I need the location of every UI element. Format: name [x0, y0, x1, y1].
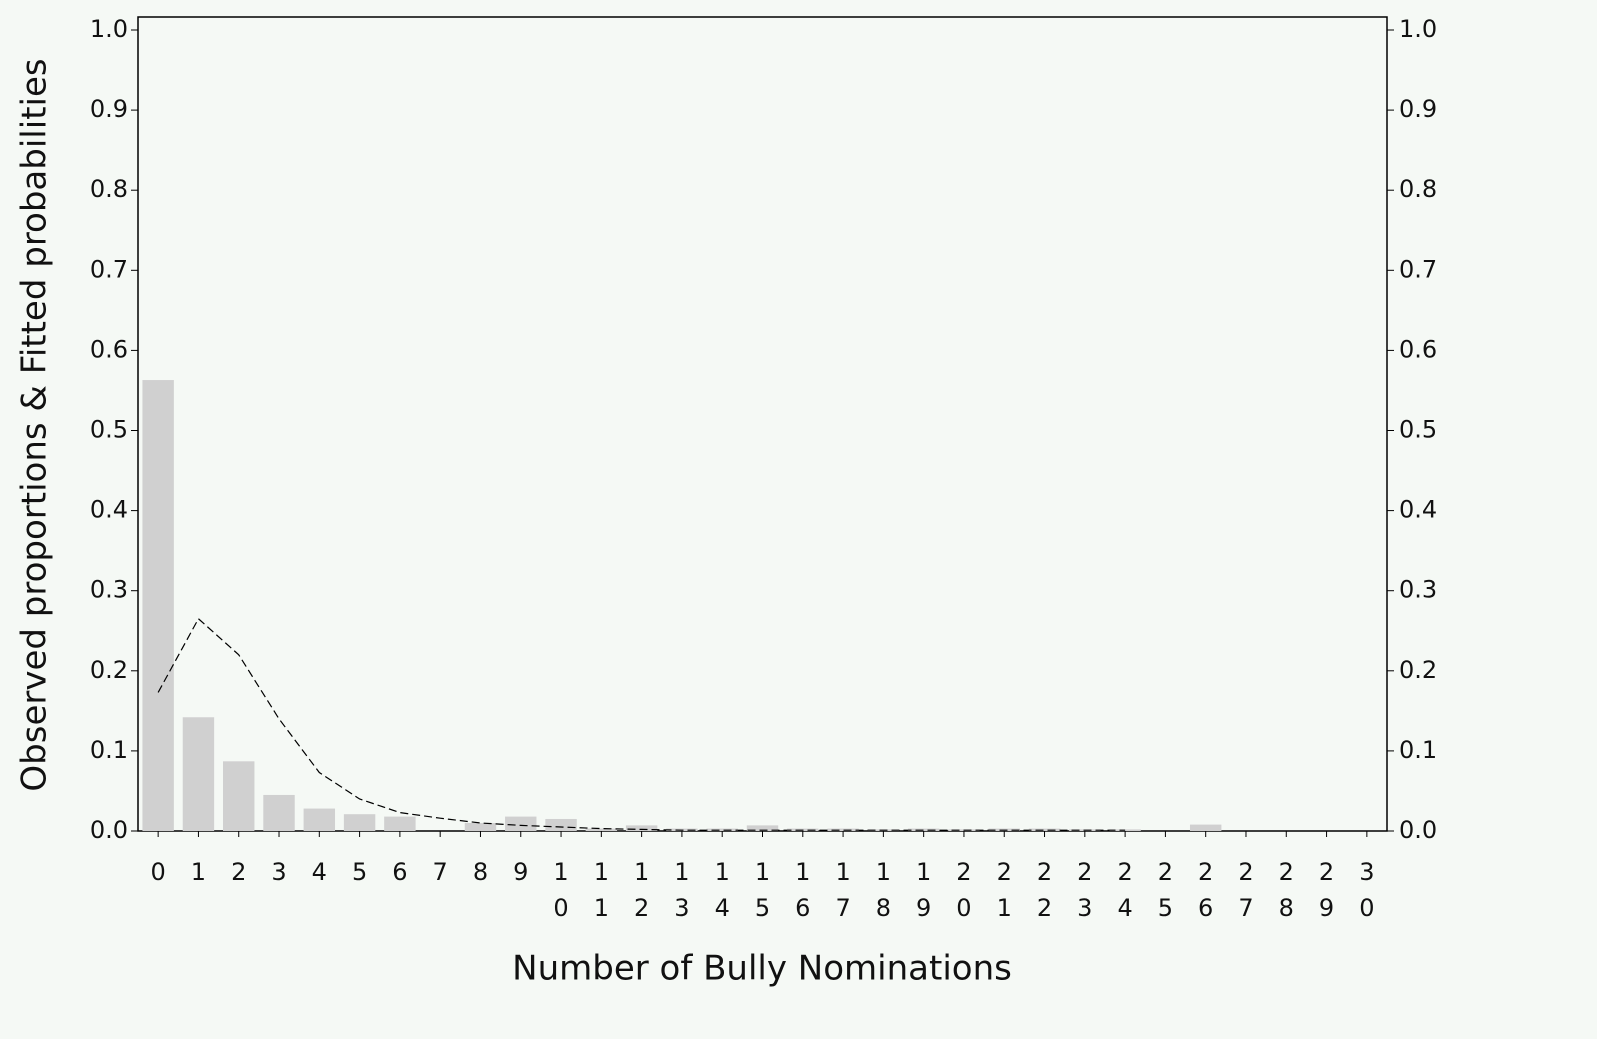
y-tick-label: 0.0 — [90, 816, 128, 844]
x-axis-title: Number of Bully Nominations — [512, 949, 1012, 989]
bar — [343, 814, 376, 831]
y2-tick-label: 0.6 — [1399, 335, 1437, 363]
x-tick-label: 3 — [271, 858, 286, 886]
x-tick-label: 7 — [433, 858, 448, 886]
fitted-line — [157, 617, 1126, 831]
y-axis-title: Observed proportions & Fitted probabilit… — [15, 58, 55, 791]
bar — [1189, 824, 1222, 831]
y-tick-label: 0.6 — [90, 335, 128, 363]
y-tick-label: 0.8 — [90, 175, 128, 203]
y2-tick-label: 0.8 — [1399, 175, 1437, 203]
y-tick-label: 0.1 — [90, 736, 128, 764]
bar — [464, 822, 497, 831]
bar — [182, 717, 215, 831]
y2-tick-label: 0.1 — [1399, 736, 1437, 764]
x-tick-label: 1 — [191, 858, 206, 886]
x-tick-label: 4 — [312, 858, 327, 886]
bar — [625, 825, 658, 831]
y-tick-label: 0.7 — [90, 255, 128, 283]
bar — [223, 761, 255, 831]
y2-tick-label: 0.2 — [1399, 656, 1437, 684]
bar — [505, 816, 537, 831]
y-tick-label: 1.0 — [90, 15, 128, 43]
y2-tick-label: 0.4 — [1399, 496, 1437, 524]
y-tick-label: 0.5 — [90, 416, 128, 444]
y-tick-label: 0.9 — [90, 95, 128, 123]
y-tick-label: 0.2 — [90, 656, 128, 684]
plot-area — [137, 16, 1388, 832]
x-tick-label: 5 — [352, 858, 367, 886]
bar — [706, 828, 738, 831]
bar — [1028, 828, 1061, 831]
bar — [384, 816, 416, 831]
x-tick-label: 8 — [473, 858, 488, 886]
bar — [142, 380, 174, 831]
y-tick-label: 0.3 — [90, 576, 128, 604]
bar — [545, 818, 577, 831]
bar — [827, 828, 859, 831]
y2-tick-label: 0.7 — [1399, 255, 1437, 283]
x-tick-label: 2 — [231, 858, 246, 886]
y2-tick-label: 0.9 — [1399, 95, 1437, 123]
y2-tick-label: 1.0 — [1399, 15, 1437, 43]
y2-tick-label: 0.0 — [1399, 816, 1437, 844]
y2-tick-label: 0.3 — [1399, 576, 1437, 604]
y2-tick-label: 0.5 — [1399, 416, 1437, 444]
bar — [746, 825, 779, 831]
x-tick-label: 0 — [151, 858, 166, 886]
x-tick-label: 6 — [392, 858, 407, 886]
bar — [263, 794, 295, 831]
x-tick-label: 9 — [513, 858, 528, 886]
bar — [585, 828, 618, 831]
bar — [907, 828, 940, 831]
y-tick-label: 0.4 — [90, 496, 128, 524]
bar — [303, 808, 336, 831]
